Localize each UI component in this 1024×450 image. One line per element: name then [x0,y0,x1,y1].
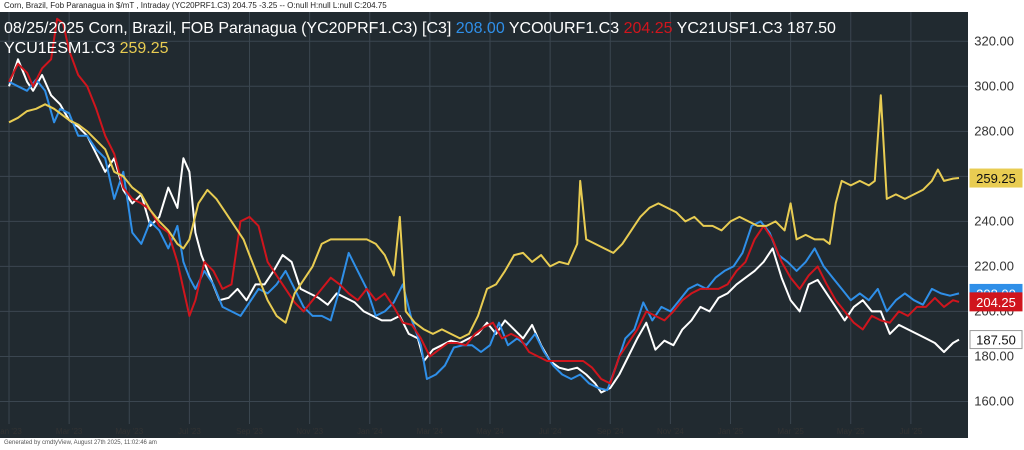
y-tick-label: 280.00 [974,123,1014,138]
grid-lines [0,12,968,424]
title-item-5: 259.25 [120,40,169,57]
price-chart[interactable]: 160.00180.00200.00220.00240.00260.00280.… [0,12,1024,438]
y-tick-label: 220.00 [974,258,1014,273]
x-tick-label: Sep '24 [597,427,624,436]
series-line-yellow [8,94,960,340]
title-item-3: YC21USF1.C3 187.50 [677,20,836,37]
last-value-label-white: 187.50 [976,333,1016,348]
generated-footer: Generated by cmdtyView, August 27th 2025… [4,440,157,446]
title-item-2: 204.25 [624,20,677,37]
x-tick-label: Sep '23 [236,427,263,436]
y-axis-ticks: 160.00180.00200.00220.00240.00260.00280.… [974,33,1014,408]
chart-panel[interactable]: 160.00180.00200.00220.00240.00260.00280.… [0,12,1024,438]
series-line-blue [8,78,960,392]
x-tick-label: Mar '23 [56,427,83,436]
plot-background [0,12,968,438]
y-tick-label: 240.00 [974,213,1014,228]
title-item-4: YCU1ESM1.C3 [4,40,120,57]
title-date: 08/25/2025 [4,20,89,37]
x-axis-ticks: Jan '23 Mar '23 May '23 Jul '23 Sep '23 Nov '… [0,427,923,436]
last-value-badge-yellow [969,168,1023,188]
y-tick-label: 320.00 [974,33,1014,48]
x-tick-label: May '23 [115,427,143,436]
chart-title-line-1: 08/25/2025 Corn, Brazil, FOB Paranagua (… [4,20,836,37]
x-tick-label: May '24 [476,427,504,436]
last-value-label-yellow: 259.25 [976,171,1016,186]
x-tick-label: Jul '25 [899,427,922,436]
chart-title: 08/25/2025 Corn, Brazil, FOB Paranagua (… [4,20,836,57]
title-item-1: YCO0URF1.C3 [509,20,624,37]
y-tick-label: 180.00 [974,348,1014,363]
chart-title-line-2: YCU1ESM1.C3 259.25 [4,40,169,57]
x-tick-label: Mar '25 [777,427,804,436]
x-tick-label: Jan '24 [357,427,383,436]
x-tick-label: Nov '24 [657,427,684,436]
title-name: Corn, Brazil, FOB Paranagua (YC20PRF1.C3… [89,20,456,37]
x-tick-label: May '25 [837,427,865,436]
y-tick-label: 300.00 [974,78,1014,93]
series-lines [8,17,960,394]
title-item-0: 208.00 [456,20,509,37]
last-value-label-red: 204.25 [976,295,1016,310]
x-tick-label: Jan '23 [0,427,22,436]
series-line-red [8,17,960,385]
y-tick-label: 160.00 [974,393,1014,408]
x-tick-label: Jan '25 [718,427,744,436]
chart-info-bar: Corn, Brazil, Fob Paranagua in $/mT , In… [0,0,1024,12]
price-axis-background [968,12,1024,438]
last-value-badge-red [969,292,1023,312]
x-tick-label: Jul '24 [539,427,562,436]
series-line-white [8,58,960,394]
x-tick-label: Nov '23 [296,427,323,436]
x-tick-label: Jul '23 [178,427,201,436]
last-value-badge-white [969,330,1023,350]
x-tick-label: Mar '24 [417,427,444,436]
